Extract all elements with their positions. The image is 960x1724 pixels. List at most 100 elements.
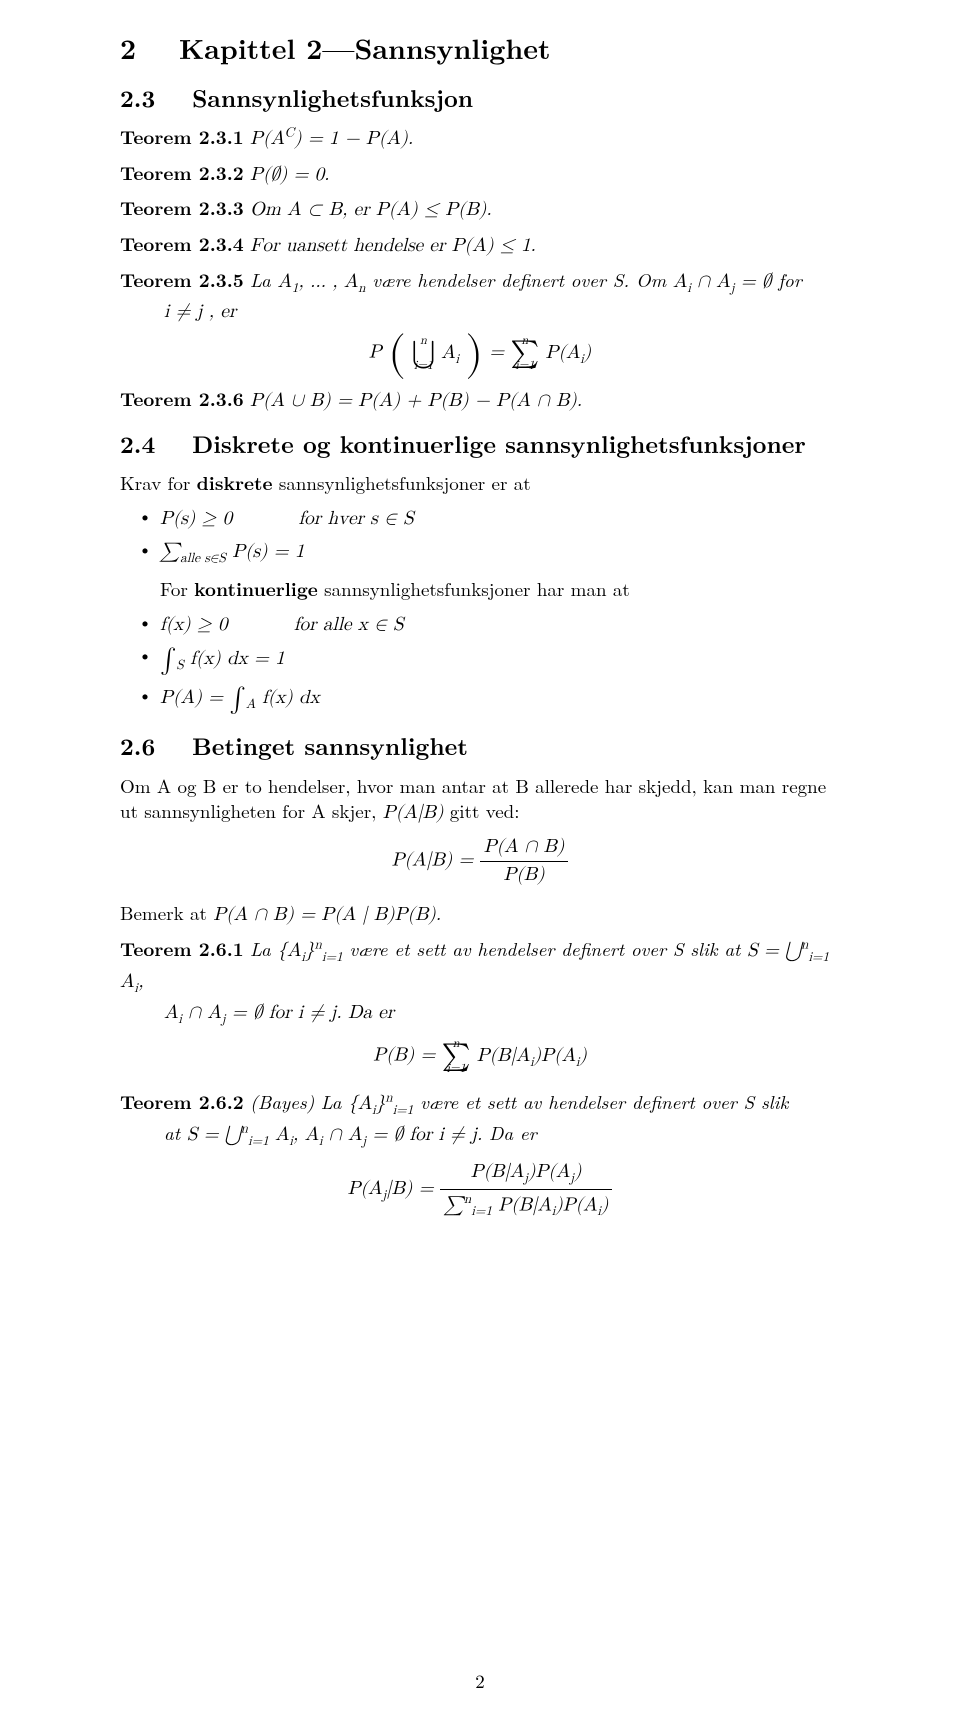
t: Ai ∩ Aj = ∅ [673,272,772,291]
lhs: P(B) = [373,1046,442,1065]
section-2-3-heading: 2.3 Sannsynlighetsfunksjon [120,82,840,114]
t: at [164,1119,187,1146]
theorem-label: Teorem 2.6.1 [120,934,244,962]
theorem-2-3-2: Teorem 2.3.2 P(∅) = 0. [120,160,840,188]
theorem-2-3-1: Teorem 2.3.1 P(AC) = 1 − P(A). [120,124,840,152]
t: Da er [482,1119,536,1146]
theorem-label: Teorem 2.3.4 [120,229,244,257]
t: være et sett av hendelser definert over … [343,935,748,962]
theorem-body: Om A ⊂ B, er P(A) ≤ P(B). [250,200,492,219]
t: for [771,266,801,293]
t: i ≠ j , er [164,302,236,321]
display-union-sum: P ( n ⋃ i=1 Ai ) = n ∑ i=1 P(Ai) [120,335,840,372]
section-num: 2.4 [120,427,155,461]
t: A1, … , An [278,272,366,291]
theorem-text: La {Ai}ni=1 være et sett av hendelser de… [321,1088,788,1115]
s24-kont-line: For kontinuerlige sannsynlighetsfunksjon… [120,576,840,602]
body: Ai [441,343,459,362]
union-limits: n ⋃ i=1 [412,335,435,372]
theorem-text: La A1, … , An være hendelser definert ov… [250,266,802,293]
rhs: for alle x ∈ S [294,615,404,634]
t: gitt ved: [443,797,519,824]
display-bayes: P(Aj|B) = P(B|Aj)P(Aj) ∑ni=1 P(B|Ai)P(Ai… [120,1161,840,1220]
theorem-body: P(A ∪ B) = P(A) + P(B) − P(A ∩ B). [250,391,582,410]
theorem-label: Teorem 2.3.1 [120,122,244,150]
lhs: P(Aj|B) = [348,1179,440,1198]
list-item: ∫S f(x) dx = 1 [160,643,840,676]
theorem-2-6-2: Teorem 2.6.2 (Bayes) La {Ai}ni=1 være et… [120,1089,840,1150]
t: La [250,266,277,293]
theorem-label: Teorem 2.3.6 [120,384,244,412]
section-num: 2.3 [120,81,155,115]
t: være hendelser definert over S. Om [366,266,673,293]
theorem-2-3-4: Teorem 2.3.4 For uansett hendelse er P(A… [120,231,840,259]
theorem-label: Teorem 2.3.2 [120,158,244,186]
lhs: P [369,343,382,362]
theorem-2-3-5: Teorem 2.3.5 La A1, … , An være hendelse… [120,267,840,325]
section-title: Sannsynlighetsfunksjon [192,81,473,115]
theorem-2-6-1: Teorem 2.6.1 La {Ai}ni=1 være et sett av… [120,936,840,1028]
t: kontinuerlige [194,574,318,602]
section-title: Diskrete og kontinuerlige sannsynlighets… [192,427,806,461]
s24-bullets-kont: f(x) ≥ 0 for alle x ∈ S ∫S f(x) dx = 1 P… [120,610,840,716]
t: Krav for [120,469,197,496]
t: Bemerk at [120,899,213,926]
t: diskrete [197,468,273,496]
chapter-number: 2 [120,28,136,68]
page-number: 2 [0,1668,960,1694]
t: sannsynlighetsfunksjoner er at [273,469,531,496]
lhs: P(A|B) = [392,850,480,869]
theorem-2-3-6: Teorem 2.3.6 P(A ∪ B) = P(A) + P(B) − P(… [120,386,840,414]
list-item: P(A) = ∫A f(x) dx [160,683,840,716]
theorem-2-6-1-line2: Ai ∩ Aj = ∅ for i ≠ j. Da er [120,998,840,1029]
sum-limits: n ∑ i=1 [511,335,540,372]
section-num: 2.6 [120,729,155,763]
t: P(A|B) [383,803,444,822]
t: ut sannsynligheten for A skjer, [120,797,383,824]
t: S = ⋃ni=1 Ai, Ai ∩ Aj = ∅ for i ≠ j. [187,1125,482,1144]
eq: ∑alle s∈S P(s) = 1 [160,542,304,561]
section-2-4-heading: 2.4 Diskrete og kontinuerlige sannsynlig… [120,428,840,460]
theorem-label: Teorem 2.3.3 [120,193,244,221]
theorem-body: P(AC) = 1 − P(A). [250,129,413,148]
lhs: f(x) ≥ 0 [160,615,228,634]
theorem-body: P(∅) = 0. [250,165,329,184]
display-pb-sum: P(B) = n ∑ i=1 P(B|Ai)P(Ai) [120,1038,840,1075]
s26-bemark: Bemerk at P(A ∩ B) = P(A | B)P(B). [120,900,840,928]
t: {Ai}ni=1 [348,1094,413,1113]
s26-intro: Om A og B er to hendelser, hvor man anta… [120,773,840,826]
den: P(B) [480,861,569,887]
list-item: ∑alle s∈S P(s) = 1 [160,537,840,568]
num: P(B|Aj)P(Aj) [440,1161,613,1189]
t: La [321,1088,348,1115]
t: Ai ∩ Aj = ∅ for i ≠ j. Da er [164,1003,394,1022]
chapter-heading: 2 Kapittel 2—Sannsynlighet [120,30,840,68]
rhs: for hver s ∈ S [298,509,413,528]
theorem-label: Teorem 2.3.5 [120,265,244,293]
display-cond-prob: P(A|B) = P(A ∩ B) P(B) [120,836,840,887]
sum-limits: n ∑ i=1 [442,1038,471,1075]
theorem-2-3-3: Teorem 2.3.3 Om A ⊂ B, er P(A) ≤ P(B). [120,195,840,223]
body: P(Ai) [546,343,592,362]
t: Om A og B er to hendelser, hvor man anta… [120,772,826,799]
theorem-2-6-2-line2: at S = ⋃ni=1 Ai, Ai ∩ Aj = ∅ for i ≠ j. … [120,1120,840,1151]
t: For [160,575,194,602]
theorem-name: (Bayes) [250,1088,314,1115]
list-item: f(x) ≥ 0 for alle x ∈ S [160,610,840,638]
eq: = [489,343,510,362]
section-title: Betinget sannsynlighet [192,729,468,763]
t: {Ai}ni=1 [278,941,343,960]
den: ∑ni=1 P(B|Ai)P(Ai) [440,1189,613,1220]
chapter-title: Kapittel 2—Sannsynlighet [179,28,551,68]
theorem-label: Teorem 2.6.2 [120,1087,244,1115]
t: være et sett av hendelser definert over … [413,1088,788,1115]
theorem-2-3-5-line2: i ≠ j , er [120,297,840,325]
body: P(B|Ai)P(Ai) [477,1046,587,1065]
t: sannsynlighetsfunksjoner har man at [318,575,630,602]
page: 2 Kapittel 2—Sannsynlighet 2.3 Sannsynli… [0,0,960,1724]
t: La [250,935,277,962]
num: P(A ∩ B) [480,836,569,861]
theorem-body: For uansett hendelse er P(A) ≤ 1. [250,236,536,255]
section-2-6-heading: 2.6 Betinget sannsynlighet [120,730,840,762]
s24-bullets-diskrete: P(s) ≥ 0 for hver s ∈ S ∑alle s∈S P(s) =… [120,504,840,568]
